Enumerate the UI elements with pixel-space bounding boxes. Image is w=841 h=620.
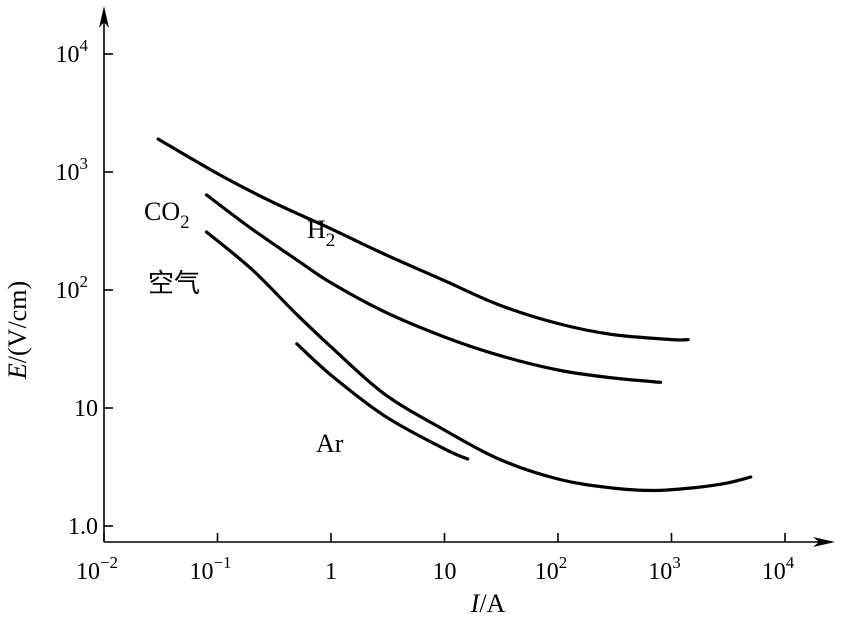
y-axis-title: E/(V/cm) <box>3 281 32 380</box>
y-tick-label: 104 <box>56 36 89 68</box>
x-tick-label: 103 <box>648 553 681 585</box>
x-axis-arrow <box>813 537 835 547</box>
series-label-空气: 空气 <box>148 269 200 298</box>
series-label-H2: H2 <box>307 215 335 251</box>
series-line-空气 <box>204 230 753 493</box>
x-axis-ticks: 10−2 10−1 1 10 102 103 104 <box>76 533 795 585</box>
y-tick-label: 102 <box>56 272 89 304</box>
series-line-CO2 <box>204 193 663 384</box>
series-label-Ar: Ar <box>316 429 344 458</box>
y-tick-label: 1.0 <box>68 514 98 540</box>
series-curves <box>156 137 753 493</box>
x-tick-label: 10 <box>433 559 457 585</box>
axes <box>99 6 835 547</box>
y-axis-arrow <box>99 6 109 28</box>
x-axis-title: I/A <box>470 589 506 618</box>
x-tick-label: 102 <box>535 553 568 585</box>
x-tick-label: 10−2 <box>76 553 118 585</box>
y-axis-ticks: 1.0 10 102 103 104 <box>56 36 113 540</box>
x-tick-label: 10−1 <box>189 553 231 585</box>
x-tick-label: 104 <box>762 553 795 585</box>
x-tick-label: 1 <box>325 559 337 585</box>
series-line-H2 <box>156 137 690 342</box>
y-tick-label: 10 <box>74 396 98 422</box>
series-line-Ar <box>295 342 470 461</box>
series-labels: H2 CO2 空气 Ar <box>144 197 344 458</box>
y-tick-label: 103 <box>56 154 89 186</box>
series-label-CO2: CO2 <box>144 197 190 233</box>
